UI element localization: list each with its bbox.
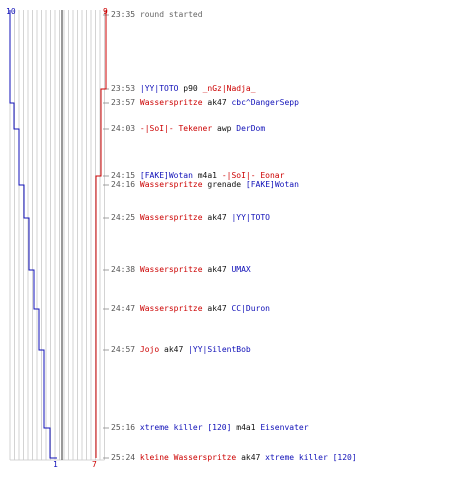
victim-name: |YY|TOTO xyxy=(231,213,270,222)
victim-name: -|SoI|- Eonar xyxy=(221,171,285,180)
weapon-name: ak47 xyxy=(207,98,227,107)
ct-end-count: 1 xyxy=(53,460,58,469)
victim-name: xtreme killer [120] xyxy=(265,453,357,462)
weapon-name: ak47 xyxy=(207,213,227,222)
victim-name: [FAKE]Wotan xyxy=(245,180,299,189)
weapon-name: awp xyxy=(217,124,232,133)
killer-name: Wasserspritze xyxy=(139,213,203,222)
weapon-name: ak47 xyxy=(207,304,227,313)
event-time: 23:57 xyxy=(111,98,136,107)
weapon-name: ak47 xyxy=(241,453,261,462)
event-text: round started xyxy=(139,10,203,19)
event-row: 24:03 -|SoI|- Tekener awp DerDom xyxy=(111,124,265,134)
victim-name: |YY|SilentBob xyxy=(188,345,251,354)
weapon-name: grenade xyxy=(207,180,242,189)
event-time: 24:38 xyxy=(111,265,136,274)
event-time: 25:16 xyxy=(111,423,136,432)
killer-name: xtreme killer [120] xyxy=(139,423,232,432)
t-start-count: 9 xyxy=(103,7,108,16)
killer-name: Wasserspritze xyxy=(139,304,203,313)
weapon-name: ak47 xyxy=(164,345,184,354)
event-row: 24:47 Wasserspritze ak47 CC|Duron xyxy=(111,304,270,314)
victim-name: Eisenvater xyxy=(260,423,309,432)
event-row: 25:16 xtreme killer [120] m4a1 Eisenvate… xyxy=(111,423,309,433)
event-time: 24:16 xyxy=(111,180,136,189)
event-row: 24:25 Wasserspritze ak47 |YY|TOTO xyxy=(111,213,270,223)
victim-name: UMAX xyxy=(231,265,251,274)
event-row: 23:53 |YY|TOTO p90 _nGz|Nadja_ xyxy=(111,84,256,94)
t-end-count: 7 xyxy=(92,460,97,469)
event-row: 24:38 Wasserspritze ak47 UMAX xyxy=(111,265,251,275)
event-row: 24:16 Wasserspritze grenade [FAKE]Wotan xyxy=(111,180,299,190)
event-time: 24:57 xyxy=(111,345,136,354)
killer-name: Wasserspritze xyxy=(139,265,203,274)
killer-name: Wasserspritze xyxy=(139,98,203,107)
player-count-grid xyxy=(9,10,105,461)
ct-start-count: 10 xyxy=(6,7,16,16)
event-row: 23:35 round started xyxy=(111,10,203,20)
weapon-name: p90 xyxy=(183,84,198,93)
event-row: 25:24 kleine Wasserspritze ak47 xtreme k… xyxy=(111,453,357,463)
event-row: 24:15 [FAKE]Wotan m4a1 -|SoI|- Eonar xyxy=(111,171,284,181)
event-time: 23:53 xyxy=(111,84,136,93)
killer-name: |YY|TOTO xyxy=(139,84,179,93)
victim-name: CC|Duron xyxy=(231,304,270,313)
victim-name: cbc^DangerSepp xyxy=(231,98,299,107)
event-time: 24:47 xyxy=(111,304,136,313)
killer-name: kleine Wasserspritze xyxy=(139,453,237,462)
event-time: 24:03 xyxy=(111,124,136,133)
killer-name: -|SoI|- Tekener xyxy=(139,124,213,133)
victim-name: _nGz|Nadja_ xyxy=(202,84,256,93)
event-time: 23:35 xyxy=(111,10,136,19)
killer-name: Jojo xyxy=(139,345,160,354)
event-time: 24:25 xyxy=(111,213,136,222)
weapon-name: m4a1 xyxy=(236,423,256,432)
killer-name: [FAKE]Wotan xyxy=(139,171,193,180)
event-row: 24:57 Jojo ak47 |YY|SilentBob xyxy=(111,345,251,355)
event-time: 25:24 xyxy=(111,453,136,462)
victim-name: DerDom xyxy=(236,124,266,133)
killer-name: Wasserspritze xyxy=(139,180,203,189)
ct-alive-count-line xyxy=(9,10,57,459)
weapon-name: ak47 xyxy=(207,265,227,274)
event-time: 24:15 xyxy=(111,171,136,180)
t-alive-count-line xyxy=(95,10,107,458)
event-row: 23:57 Wasserspritze ak47 cbc^DangerSepp xyxy=(111,98,299,108)
weapon-name: m4a1 xyxy=(197,171,217,180)
